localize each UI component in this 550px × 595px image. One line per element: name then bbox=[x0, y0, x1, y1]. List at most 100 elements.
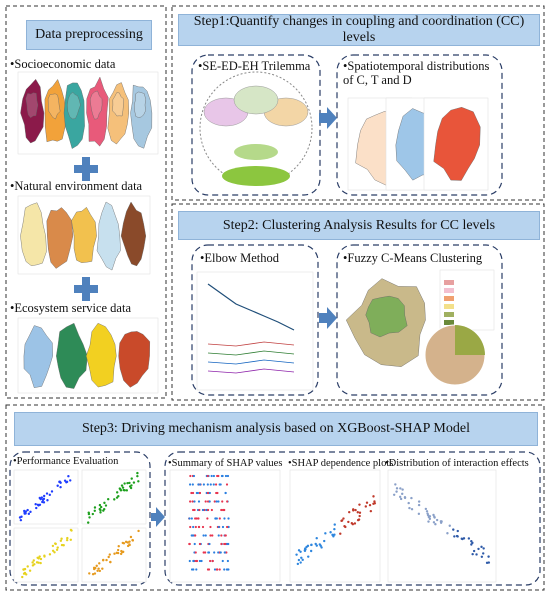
point bbox=[347, 520, 350, 524]
point bbox=[358, 514, 361, 518]
panel-label: •Performance Evaluation bbox=[13, 456, 119, 467]
point bbox=[482, 547, 485, 550]
point bbox=[126, 481, 129, 485]
point bbox=[188, 542, 191, 546]
point bbox=[356, 511, 359, 514]
point bbox=[132, 481, 136, 484]
image-frame bbox=[13, 469, 79, 525]
point bbox=[299, 561, 302, 564]
point bbox=[36, 556, 39, 559]
point bbox=[193, 508, 196, 512]
point bbox=[210, 474, 213, 478]
point bbox=[340, 519, 343, 523]
point bbox=[208, 491, 211, 495]
point bbox=[295, 553, 298, 556]
point bbox=[320, 546, 323, 549]
point bbox=[218, 483, 221, 486]
point bbox=[136, 474, 139, 478]
point bbox=[51, 549, 55, 552]
point bbox=[41, 500, 44, 504]
legend-swatch bbox=[444, 288, 454, 293]
point bbox=[392, 493, 396, 497]
map-shape bbox=[67, 92, 81, 120]
point bbox=[310, 543, 313, 547]
panel-border bbox=[171, 203, 545, 401]
map-shape bbox=[25, 92, 39, 118]
point bbox=[214, 483, 218, 486]
point bbox=[452, 528, 455, 531]
map-shape bbox=[44, 78, 66, 143]
point bbox=[98, 507, 101, 511]
point bbox=[333, 523, 336, 526]
point bbox=[122, 488, 125, 492]
map-shape bbox=[120, 201, 147, 267]
point bbox=[188, 483, 192, 486]
panel-label: •Summary of SHAP values bbox=[168, 458, 283, 469]
point bbox=[201, 525, 205, 529]
point bbox=[198, 542, 202, 546]
point bbox=[105, 558, 108, 562]
point bbox=[201, 508, 205, 512]
point bbox=[99, 511, 102, 514]
pie-slice bbox=[455, 325, 485, 355]
image-frame bbox=[81, 527, 147, 583]
curve bbox=[207, 368, 295, 374]
point bbox=[461, 537, 464, 541]
map-shape bbox=[112, 92, 125, 117]
step-title: Step2: Clustering Analysis Results for C… bbox=[178, 211, 540, 240]
point bbox=[116, 551, 120, 555]
point bbox=[204, 500, 207, 503]
point bbox=[202, 551, 205, 554]
point bbox=[191, 491, 195, 495]
point bbox=[372, 495, 375, 498]
point bbox=[48, 553, 52, 556]
plus-icon bbox=[74, 277, 98, 301]
point bbox=[42, 494, 46, 498]
point bbox=[91, 512, 95, 516]
point bbox=[401, 488, 404, 491]
point bbox=[65, 538, 69, 542]
point bbox=[208, 542, 211, 546]
point bbox=[348, 510, 351, 514]
point bbox=[39, 561, 42, 565]
point bbox=[373, 502, 377, 505]
legend-swatch bbox=[444, 296, 454, 301]
point bbox=[426, 513, 430, 517]
image-frame bbox=[196, 271, 314, 391]
point bbox=[204, 534, 207, 537]
map-shape bbox=[85, 322, 117, 388]
point bbox=[306, 544, 310, 548]
point bbox=[307, 555, 310, 558]
point bbox=[428, 517, 432, 521]
point bbox=[113, 552, 116, 555]
point bbox=[120, 484, 124, 487]
point bbox=[101, 567, 104, 570]
diagram-node bbox=[233, 85, 279, 115]
point bbox=[220, 534, 223, 537]
point bbox=[407, 501, 410, 505]
point bbox=[485, 561, 489, 565]
map-shape bbox=[71, 206, 97, 263]
point bbox=[188, 559, 191, 563]
diagram-ring bbox=[199, 71, 313, 185]
point bbox=[194, 551, 197, 554]
panel-border bbox=[5, 5, 167, 399]
panel-label: •Elbow Method bbox=[200, 251, 280, 265]
point bbox=[192, 474, 196, 478]
panel-border bbox=[5, 404, 545, 591]
point bbox=[28, 569, 32, 572]
legend-swatch bbox=[444, 304, 454, 309]
point bbox=[93, 572, 97, 575]
point bbox=[197, 525, 200, 529]
point bbox=[195, 559, 199, 563]
point bbox=[225, 483, 229, 486]
point bbox=[356, 518, 360, 522]
point bbox=[208, 500, 211, 503]
point bbox=[408, 506, 411, 510]
point bbox=[394, 483, 397, 486]
point bbox=[129, 535, 133, 539]
point bbox=[98, 569, 102, 573]
point bbox=[395, 490, 398, 493]
point bbox=[217, 534, 220, 537]
point bbox=[46, 499, 49, 502]
